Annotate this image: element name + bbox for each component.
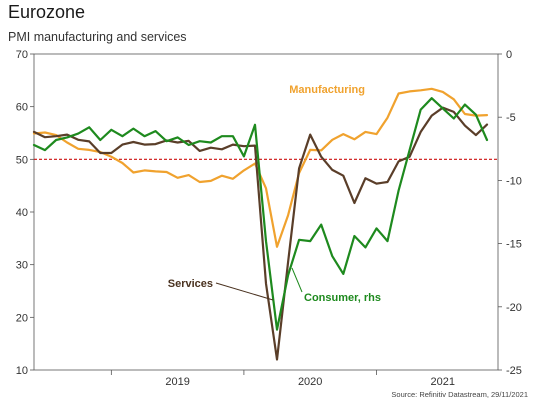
left-axis-tick-label: 50 — [16, 154, 28, 166]
x-axis-tick-label: 2019 — [165, 376, 189, 388]
services-label: Services — [168, 278, 213, 290]
right-axis-tick-label: -5 — [506, 112, 516, 124]
consumer-label: Consumer, rhs — [304, 292, 381, 304]
left-axis-tick-label: 30 — [16, 260, 28, 272]
manufacturing-label: Manufacturing — [289, 84, 365, 96]
left-axis-tick-label: 10 — [16, 365, 28, 377]
services-leader-line — [215, 282, 274, 301]
chart-source: Source: Refinitiv Datastream, 29/11/2021 — [391, 390, 528, 399]
right-axis-tick-label: -20 — [506, 302, 522, 314]
consumer-leader-line — [291, 267, 303, 293]
left-axis-tick-label: 40 — [16, 207, 28, 219]
right-axis-tick-label: 0 — [506, 49, 512, 61]
right-axis-tick-label: -15 — [506, 239, 522, 251]
left-axis-tick-label: 20 — [16, 312, 28, 324]
chart-title: Eurozone — [8, 2, 86, 22]
x-axis-tick-label: 2021 — [431, 376, 455, 388]
services-line — [32, 106, 489, 361]
chart-subtitle: PMI manufacturing and services — [8, 30, 187, 44]
consumer-line — [32, 97, 489, 331]
right-axis-tick-label: -25 — [506, 365, 522, 377]
right-axis-tick-label: -10 — [506, 175, 522, 187]
left-axis-tick-label: 70 — [16, 49, 28, 61]
left-axis-tick-label: 60 — [16, 102, 28, 114]
x-axis-tick-label: 2020 — [298, 376, 322, 388]
